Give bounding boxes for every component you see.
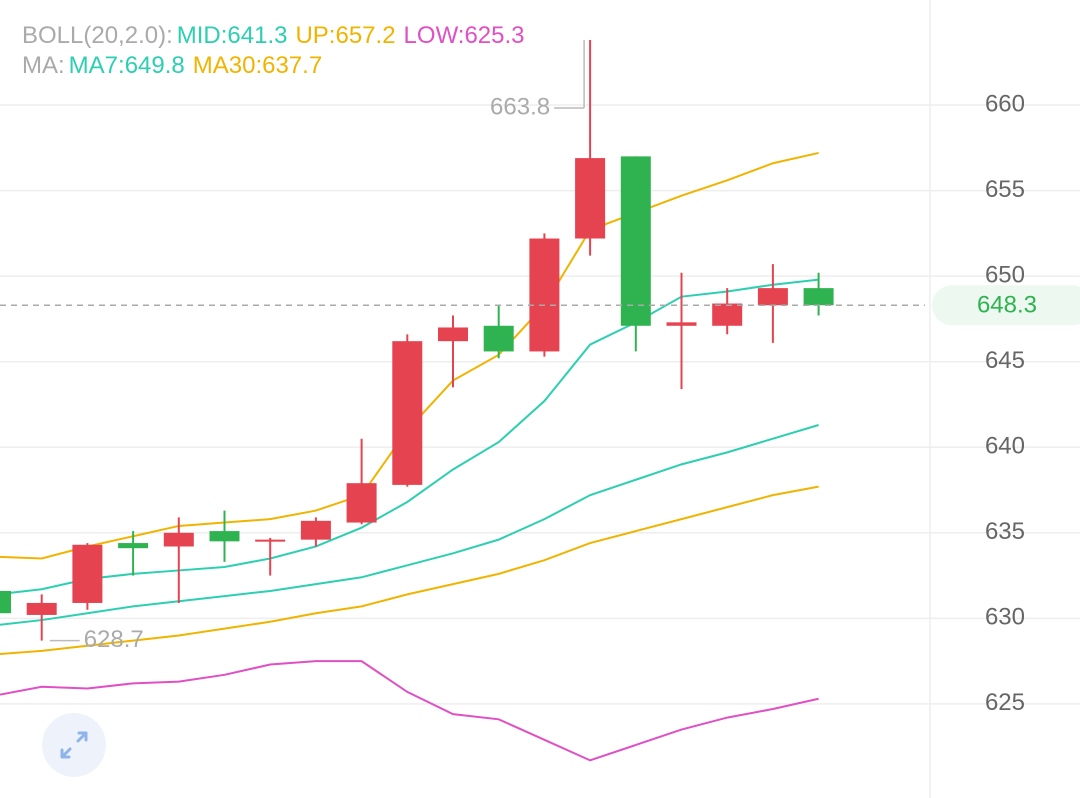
candles: [0, 40, 834, 641]
y-tick-label: 635: [985, 518, 1025, 545]
candle-body: [0, 590, 11, 614]
candle-body: [529, 238, 560, 352]
y-tick-label: 645: [985, 347, 1025, 374]
high-label: 663.8: [490, 93, 550, 120]
candle-body: [438, 327, 468, 342]
legend-entry: MID:641.3: [177, 22, 288, 49]
legend-entry: LOW:625.3: [404, 22, 525, 49]
candle-body: [300, 520, 331, 540]
candle-body: [118, 543, 149, 549]
candle-body: [666, 322, 697, 326]
candle-body: [346, 483, 377, 523]
legend-row: BOLL(20,2.0): MID:641.3 UP:657.2 LOW:625.3: [22, 22, 525, 49]
candle-body: [26, 602, 57, 615]
labels: 625 630 635 640 645 650 655 660 663.8 628.7 648.3: [0, 40, 1080, 716]
legend-title: MA:: [22, 52, 65, 79]
candle-body: [803, 288, 834, 306]
expand-button[interactable]: [42, 713, 106, 777]
candle-body: [575, 158, 606, 239]
candle-body: [72, 544, 103, 603]
legend-entry: MA30:637.7: [193, 52, 322, 79]
legend-entry: UP:657.2: [295, 22, 395, 49]
candle-body: [483, 325, 514, 352]
candle-body: [712, 303, 743, 326]
candle-body: [392, 341, 423, 485]
y-tick-label: 630: [985, 604, 1025, 631]
indicator-line: [0, 485, 819, 655]
last-price-badge: [932, 285, 1080, 326]
indicator-line: [0, 424, 819, 626]
legend-entry: MA7:649.8: [69, 52, 185, 79]
candle-body: [757, 288, 788, 306]
y-tick-label: 640: [985, 433, 1025, 460]
candle-body: [620, 156, 651, 326]
y-tick-label: 655: [985, 176, 1025, 203]
candle-body: [255, 539, 286, 542]
legend-title: BOLL(20,2.0):: [22, 22, 173, 49]
candle-body: [163, 532, 194, 547]
y-tick-label: 625: [985, 689, 1025, 716]
legend-row: MA: MA7:649.8 MA30:637.7: [22, 52, 322, 79]
low-label: 628.7: [84, 626, 144, 653]
candle-body: [209, 531, 240, 542]
indicator-line: [0, 660, 819, 762]
last-price-label: 648.3: [977, 292, 1037, 319]
y-tick-label: 660: [985, 90, 1025, 117]
y-tick-label: 650: [985, 261, 1025, 288]
